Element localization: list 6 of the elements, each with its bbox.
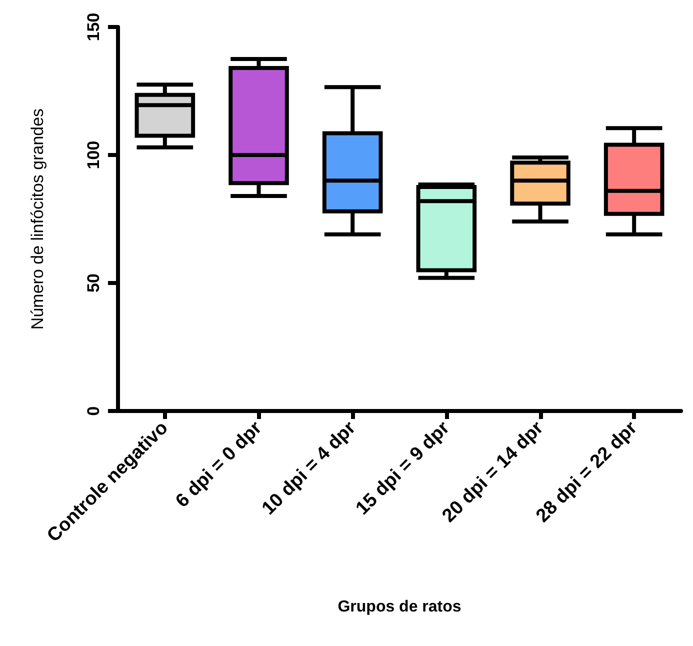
y-tick-label: 150 [84, 12, 103, 42]
y-axis-title: Número de linfócitos grandes [28, 108, 47, 330]
x-axis-title: Grupos de ratos [338, 598, 462, 616]
y-tick-label: 50 [84, 274, 103, 292]
y-tick-label: 0 [84, 406, 103, 416]
y-tick-label: 100 [84, 140, 103, 170]
